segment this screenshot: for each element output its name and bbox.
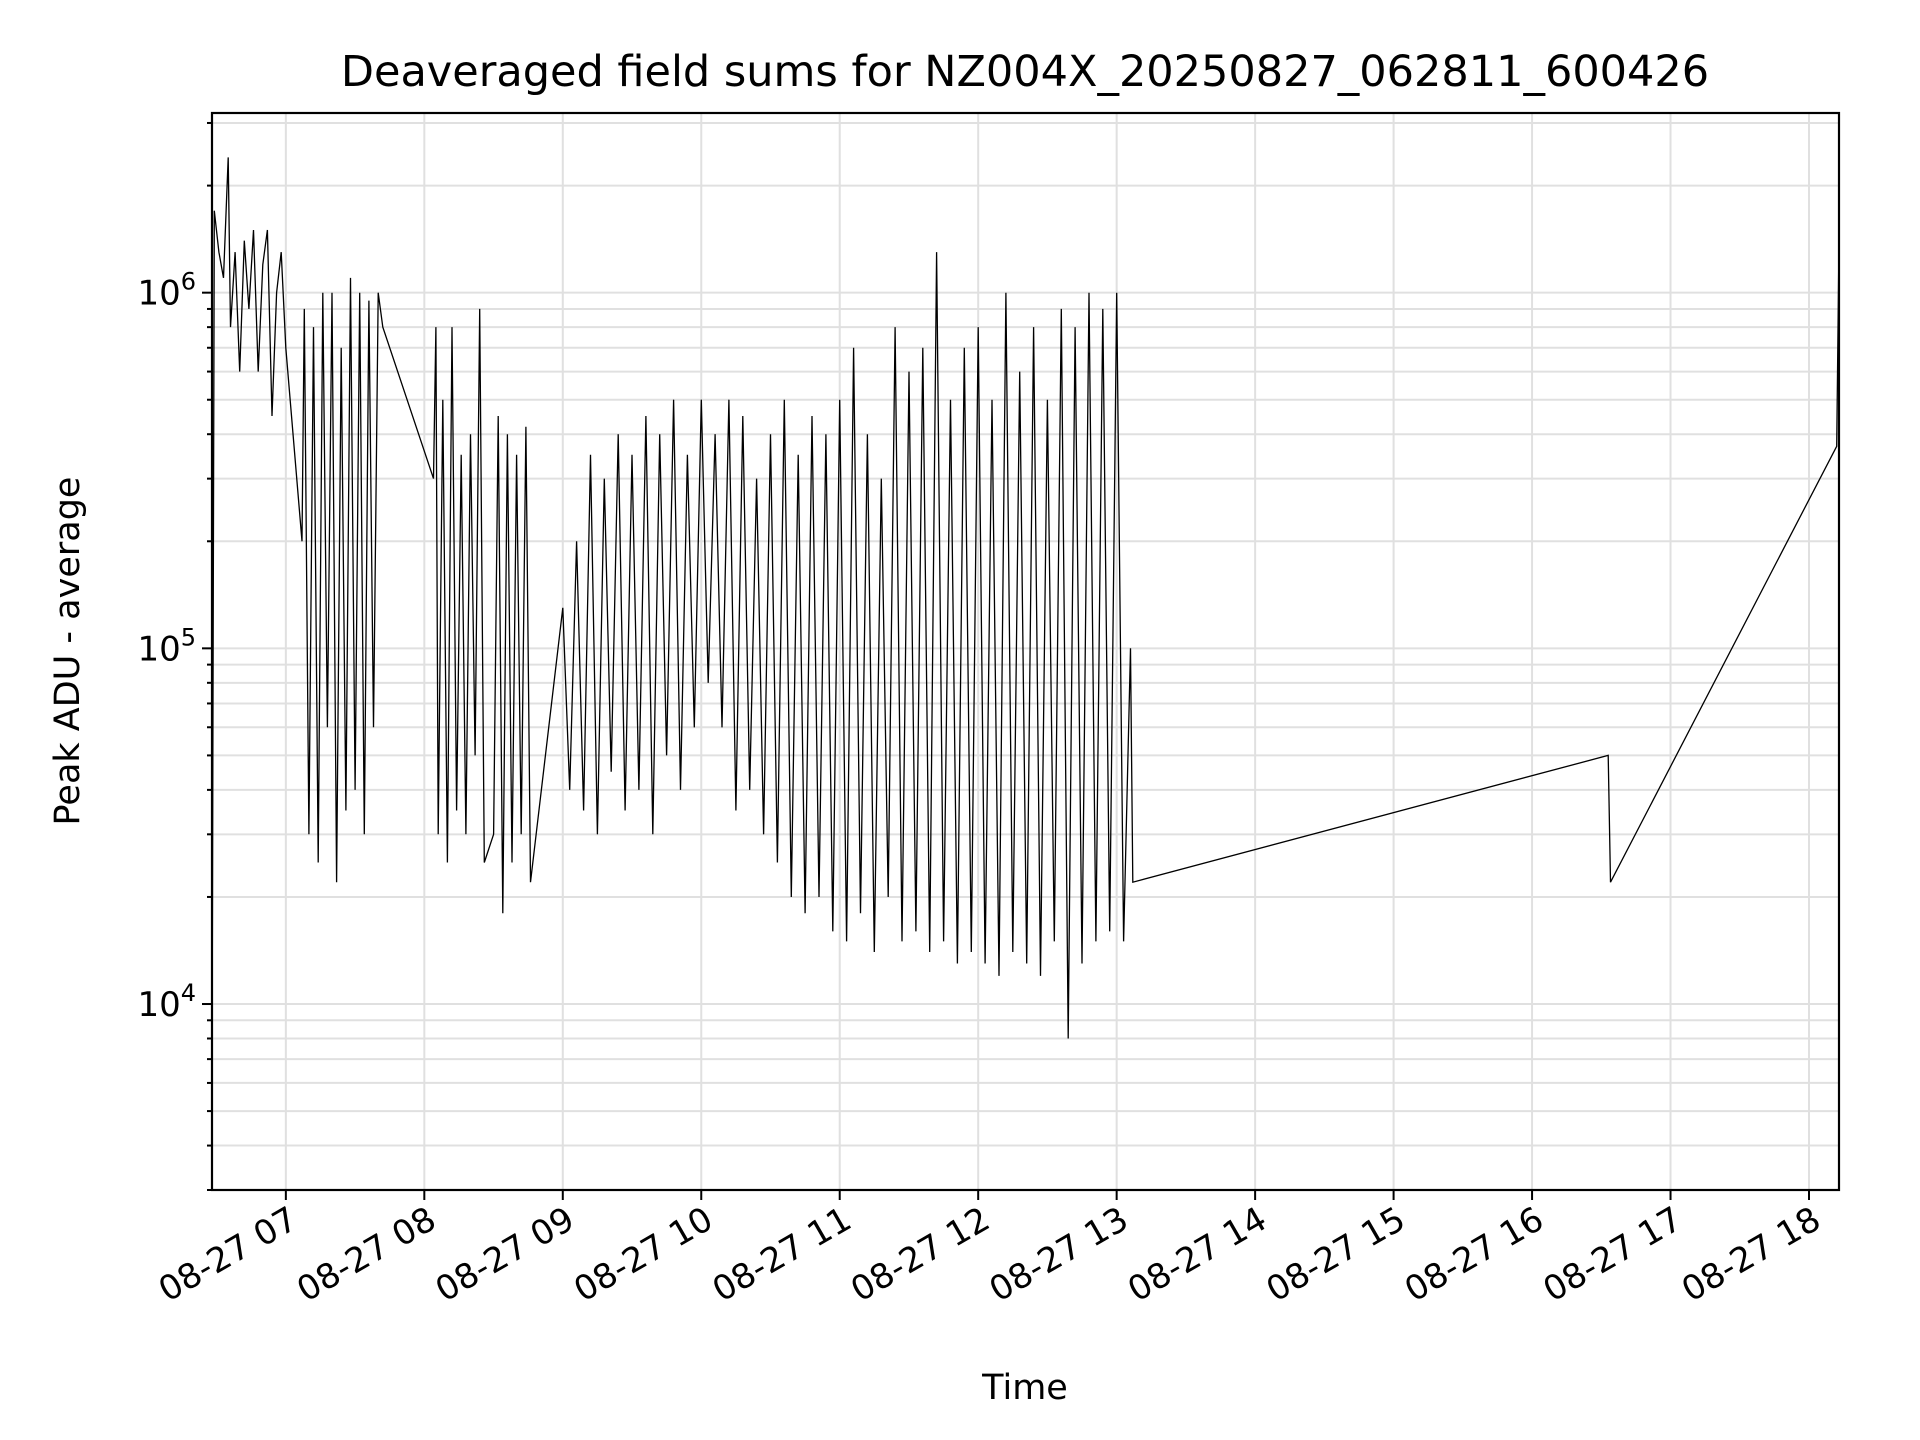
y-tick-label: 104 xyxy=(137,979,196,1025)
y-tick-label: 106 xyxy=(137,268,196,314)
chart-title: Deaveraged field sums for NZ004X_2025082… xyxy=(341,47,1709,97)
x-tick-label: 08-27 14 xyxy=(1121,1199,1273,1310)
series-line xyxy=(211,157,1840,1083)
x-axis-label: Time xyxy=(981,1368,1068,1408)
x-tick-label: 08-27 12 xyxy=(844,1199,996,1310)
x-tick-label: 08-27 10 xyxy=(567,1199,719,1310)
x-tick-label: 08-27 13 xyxy=(983,1199,1135,1310)
y-tick-label: 105 xyxy=(137,623,196,669)
plot-area xyxy=(210,111,1841,1192)
x-tick-label: 08-27 15 xyxy=(1260,1199,1412,1310)
x-tick-label: 08-27 18 xyxy=(1675,1199,1827,1310)
x-tick-label: 08-27 16 xyxy=(1398,1199,1550,1310)
y-axis-label: Peak ADU - average xyxy=(48,477,88,826)
x-tick-label: 08-27 09 xyxy=(429,1199,581,1310)
x-tick-label: 08-27 07 xyxy=(152,1199,304,1310)
x-tick-label: 08-27 08 xyxy=(290,1199,442,1310)
grid xyxy=(212,113,1839,1191)
x-tick-label: 08-27 17 xyxy=(1537,1199,1689,1310)
x-tick-label: 08-27 11 xyxy=(706,1199,858,1310)
